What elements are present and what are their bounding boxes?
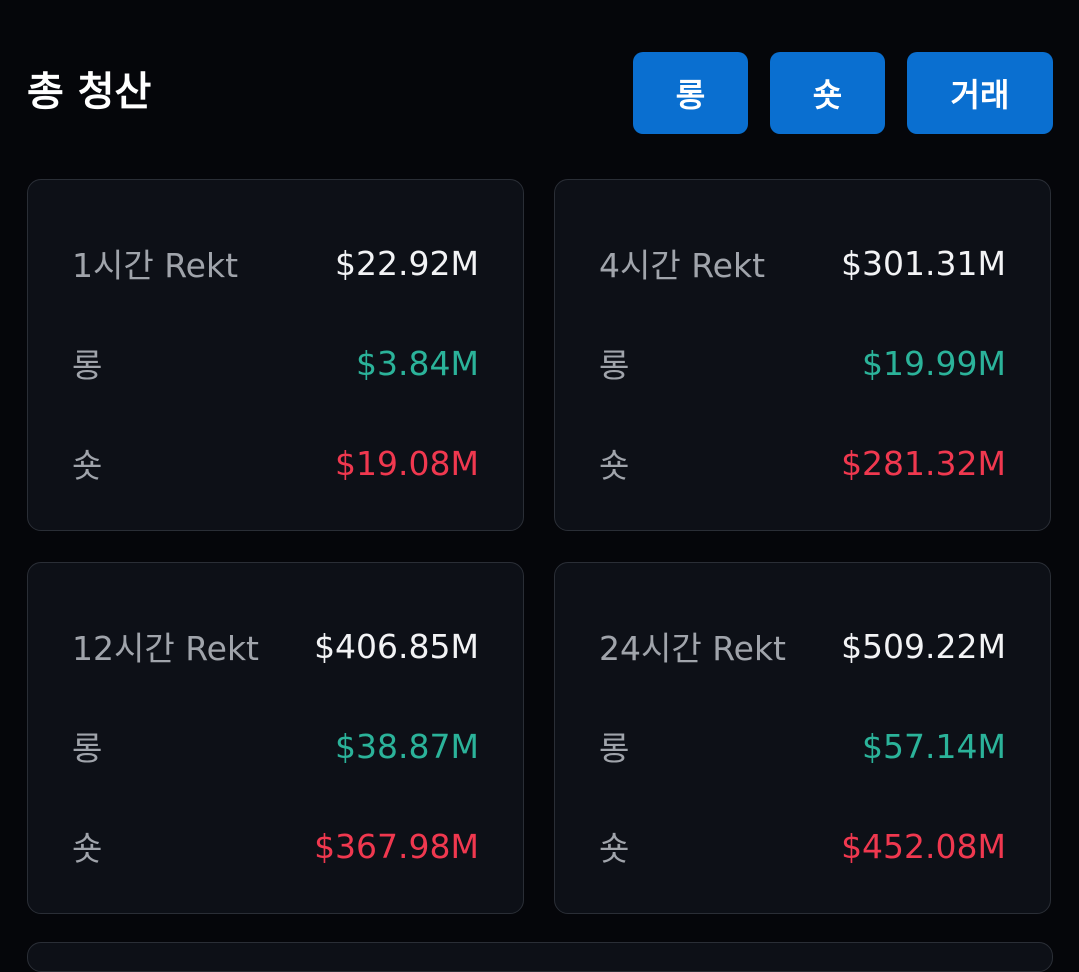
row-value: $19.08M: [335, 443, 479, 483]
row-label: 숏: [72, 446, 103, 485]
liquidation-card: 4시간 Rekt $301.31M 롱 $19.99M 숏 $281.32M: [554, 179, 1051, 531]
card-row: 1시간 Rekt $22.92M: [72, 238, 479, 288]
row-label: 롱: [599, 729, 630, 768]
card-row: 롱 $3.84M: [72, 338, 479, 388]
card-row: 24시간 Rekt $509.22M: [599, 621, 1006, 671]
short-button[interactable]: 숏: [770, 52, 885, 134]
row-label: 숏: [599, 829, 630, 868]
card-row: 4시간 Rekt $301.31M: [599, 238, 1006, 288]
card-row: 12시간 Rekt $406.85M: [72, 621, 479, 671]
row-label: 24시간 Rekt: [599, 629, 786, 668]
row-value: $406.85M: [314, 626, 479, 666]
row-value: $367.98M: [314, 826, 479, 866]
row-value: $509.22M: [841, 626, 1006, 666]
card-row: 숏 $452.08M: [599, 821, 1006, 871]
row-label: 1시간 Rekt: [72, 246, 239, 285]
trade-button[interactable]: 거래: [907, 52, 1053, 134]
page: {"header": {"title": "총 청산", "buttons": …: [27, 52, 1053, 972]
next-card: [27, 942, 1053, 972]
row-value: $38.87M: [335, 726, 479, 766]
row-value: $22.92M: [335, 243, 479, 283]
card-row: 롱 $57.14M: [599, 721, 1006, 771]
row-label: 롱: [72, 346, 103, 385]
row-value: $281.32M: [841, 443, 1006, 483]
row-value: $3.84M: [356, 343, 479, 383]
row-value: $57.14M: [862, 726, 1006, 766]
row-label: 숏: [599, 446, 630, 485]
card-row: 숏 $19.08M: [72, 438, 479, 488]
card-row: 숏 $367.98M: [72, 821, 479, 871]
long-button[interactable]: 롱: [633, 52, 748, 134]
card-row: 롱 $38.87M: [72, 721, 479, 771]
row-value: $19.99M: [862, 343, 1006, 383]
card-row: 롱 $19.99M: [599, 338, 1006, 388]
row-label: 숏: [72, 829, 103, 868]
page-title: 총 청산: [27, 69, 152, 115]
row-value: $301.31M: [841, 243, 1006, 283]
row-label: 4시간 Rekt: [599, 246, 766, 285]
row-value: $452.08M: [841, 826, 1006, 866]
liquidation-card: 12시간 Rekt $406.85M 롱 $38.87M 숏 $367.98M: [27, 562, 524, 914]
liquidation-card: 24시간 Rekt $509.22M 롱 $57.14M 숏 $452.08M: [554, 562, 1051, 914]
row-label: 롱: [599, 346, 630, 385]
card-row: 숏 $281.32M: [599, 438, 1006, 488]
liquidation-card: 1시간 Rekt $22.92M 롱 $3.84M 숏 $19.08M: [27, 179, 524, 531]
row-label: 12시간 Rekt: [72, 629, 259, 668]
row-label: 롱: [72, 729, 103, 768]
